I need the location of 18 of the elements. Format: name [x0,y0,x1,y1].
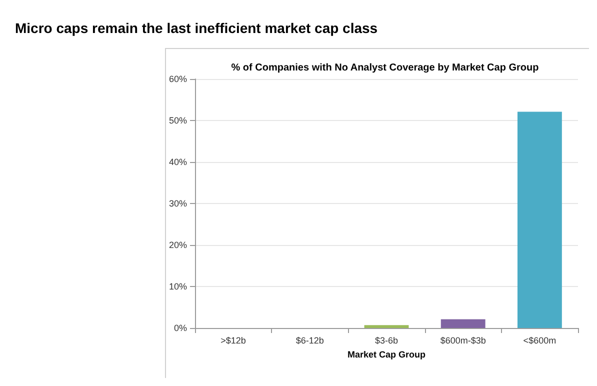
x-tick-label: >$12b [220,336,246,346]
x-axis-title: Market Cap Group [347,350,426,360]
bar [364,325,409,328]
x-tick-label: $600m-$3b [440,336,486,346]
y-tick-label: 60% [168,74,187,84]
y-tick-label: 0% [174,323,187,333]
y-tick-label: 10% [168,282,187,292]
bar [517,112,562,328]
y-tick-label: 20% [168,240,187,250]
y-tick-label: 40% [168,157,187,167]
bar [440,319,486,328]
chart-subtitle: % of Companies with No Analyst Coverage by Market Cap Group [231,62,539,74]
y-tick-label: 30% [168,198,187,208]
x-tick-label: <$600m [523,336,556,346]
x-tick-label: $6-12b [296,336,324,346]
y-tick-label: 50% [168,116,187,126]
x-tick-label: $3-6b [374,336,398,346]
chart-title: Micro caps remain the last inefficient market cap class [15,20,378,36]
